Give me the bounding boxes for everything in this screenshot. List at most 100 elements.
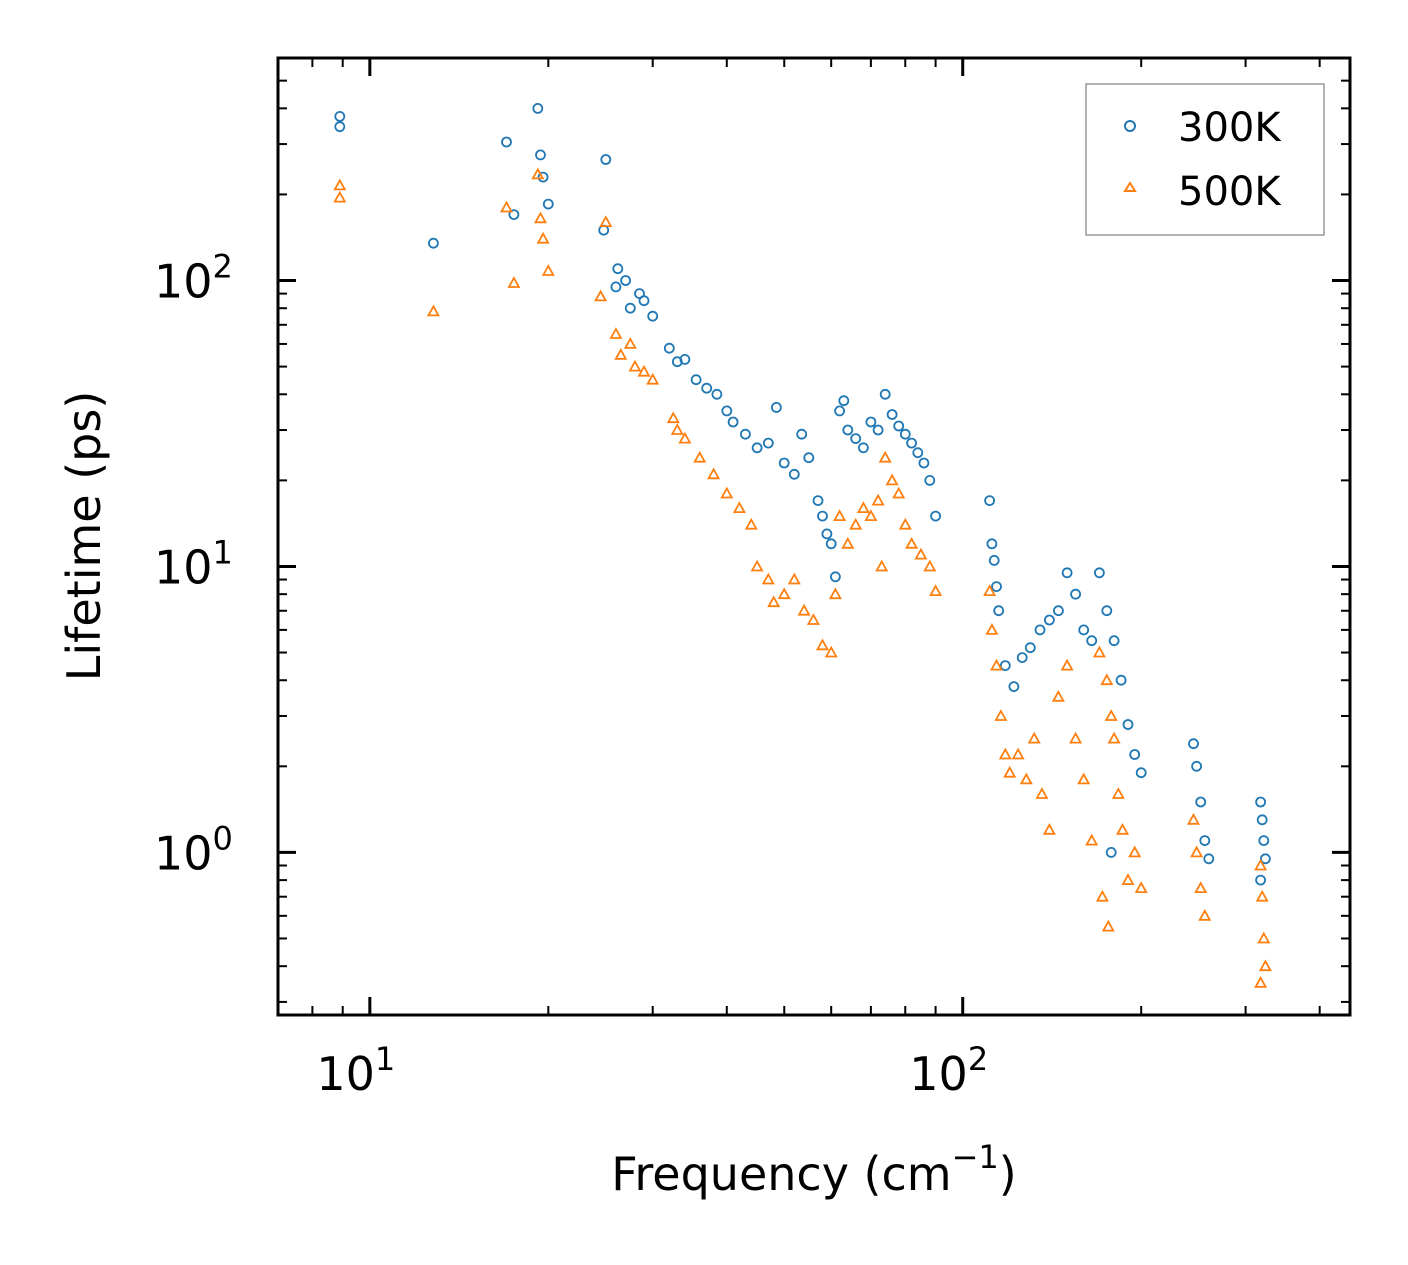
point-500k	[864, 509, 878, 521]
point-500k	[1134, 881, 1148, 893]
point-500k	[1198, 908, 1212, 921]
point-500k	[1095, 889, 1109, 902]
point-500k	[815, 638, 830, 651]
legend: 300K 500K	[1085, 83, 1325, 236]
point-500k	[1085, 833, 1099, 846]
point-300k	[1260, 853, 1271, 865]
point-500k	[678, 431, 692, 444]
point-300k	[1094, 567, 1105, 579]
point-300k	[984, 495, 995, 507]
point-500k	[824, 645, 838, 658]
point-500k	[1077, 772, 1091, 785]
point-300k	[721, 405, 733, 417]
point-500k	[599, 215, 613, 228]
point-300k	[1008, 681, 1020, 692]
point-500k	[892, 486, 906, 499]
y-tick-label-exp: 2	[213, 248, 233, 286]
point-300k	[501, 136, 512, 148]
point-500k	[541, 264, 555, 276]
point-500k	[1011, 747, 1025, 760]
y-tick-label-base: 10	[154, 540, 213, 594]
point-300k	[1108, 635, 1120, 647]
point-300k	[986, 538, 998, 550]
point-300k	[899, 428, 911, 440]
point-300k	[334, 111, 346, 122]
x-axis-title-sup: −1	[952, 1138, 999, 1176]
point-500k	[720, 486, 734, 499]
y-tick-label-base: 10	[154, 826, 213, 880]
point-500k	[787, 572, 801, 585]
point-500k	[1258, 959, 1272, 972]
y-tick-label-base: 10	[154, 255, 213, 309]
point-300k	[796, 428, 808, 440]
point-300k	[1105, 847, 1117, 858]
point-500k	[1003, 765, 1017, 778]
x-tick-label-base: 10	[909, 1047, 968, 1101]
point-300k	[610, 281, 622, 293]
point-500k	[929, 584, 943, 596]
point-300k	[834, 405, 845, 417]
point-300k	[638, 295, 650, 307]
point-300k	[842, 424, 854, 436]
point-300k	[1129, 749, 1141, 760]
y-axis-title: Lifetime (ps)	[57, 391, 111, 682]
point-500k	[531, 167, 545, 180]
point-500k	[1254, 975, 1268, 988]
point-500k	[761, 572, 775, 585]
point-500k	[878, 450, 892, 463]
point-500k	[1104, 709, 1118, 721]
point-300k	[771, 401, 782, 413]
x-tick-label: 101	[316, 1040, 395, 1101]
point-300k	[788, 468, 800, 480]
y-tick-label: 101	[154, 533, 233, 594]
point-300k	[612, 263, 624, 275]
point-300k	[803, 452, 815, 464]
point-500k	[985, 623, 999, 635]
point-300k	[1195, 796, 1207, 808]
point-300k	[537, 171, 549, 183]
point-300k	[906, 437, 917, 449]
point-500k	[994, 709, 1008, 721]
point-500k	[707, 467, 721, 480]
legend-box	[1085, 83, 1325, 236]
x-tick-label-base: 10	[316, 1047, 375, 1101]
point-500k	[1194, 881, 1208, 893]
point-300k	[334, 121, 346, 133]
point-300k	[1034, 624, 1046, 636]
point-500k	[499, 200, 514, 213]
point-300k	[751, 442, 763, 454]
point-300k	[762, 437, 774, 449]
point-500k	[898, 517, 912, 530]
point-500k	[885, 473, 899, 486]
point-500k	[1254, 858, 1268, 871]
y-tick-label-exp: 1	[213, 533, 233, 571]
point-500k	[666, 411, 680, 424]
point-300k	[817, 510, 828, 522]
point-500k	[767, 595, 781, 608]
point-300k	[830, 571, 841, 583]
point-300k	[812, 495, 824, 507]
y-tick-label: 102	[154, 248, 233, 309]
point-300k	[1203, 853, 1215, 865]
legend-marker-500k	[1123, 181, 1137, 192]
point-300k	[1188, 738, 1199, 750]
point-300k	[1258, 835, 1270, 846]
point-300k	[838, 395, 850, 407]
point-500k	[1107, 731, 1121, 744]
legend-label-500k: 500K	[1178, 169, 1282, 215]
point-300k	[912, 447, 924, 459]
point-300k	[727, 416, 739, 428]
point-500k	[875, 559, 889, 572]
point-500k	[533, 211, 548, 224]
point-500k	[614, 347, 628, 360]
point-500k	[1069, 731, 1083, 744]
point-500k	[914, 547, 928, 560]
point-500k	[828, 587, 842, 600]
point-300k	[893, 420, 905, 432]
point-500k	[732, 501, 746, 513]
point-300k	[1255, 796, 1266, 808]
point-300k	[711, 388, 723, 400]
point-300k	[1115, 674, 1127, 686]
point-300k	[1053, 605, 1064, 617]
